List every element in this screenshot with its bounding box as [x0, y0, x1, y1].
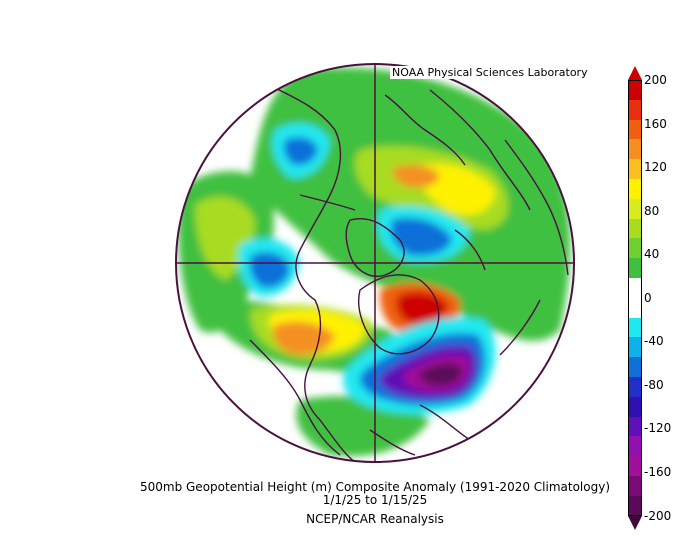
anomaly-region-negative-blue — [249, 252, 290, 288]
credit-label: NOAA Physical Sciences Laboratory — [390, 66, 590, 79]
anomaly-region-negative-blue — [283, 137, 318, 166]
colorbar-tick-label: 80 — [644, 203, 660, 218]
anomaly-region-negative-darkpurple — [419, 363, 462, 386]
colorbar-segment — [628, 297, 642, 318]
colorbar-segment — [628, 337, 642, 358]
colorbar-segment — [628, 436, 642, 457]
caption-line-3: NCEP/NCAR Reanalysis — [306, 512, 444, 526]
colorbar-segment — [628, 80, 642, 100]
colorbar-tick-label: 40 — [644, 247, 660, 262]
colorbar-segment — [628, 475, 642, 496]
colorbar-tick-label: 0 — [644, 290, 652, 305]
colorbar-tick-label: -200 — [644, 508, 672, 523]
map-border — [175, 63, 575, 463]
colorbar-segment — [628, 119, 642, 140]
colorbar-segment — [628, 198, 642, 219]
caption-line-1: 500mb Geopotential Height (m) Composite … — [139, 480, 610, 494]
colorbar-segment — [628, 277, 642, 298]
caption-line-2: 1/1/25 to 1/15/25 — [322, 493, 428, 507]
colorbar — [628, 66, 642, 530]
colorbar-top-arrow — [628, 66, 642, 80]
colorbar-segment — [628, 178, 642, 199]
colorbar-tick-label: -120 — [644, 421, 672, 436]
colorbar-segment — [628, 159, 642, 179]
colorbar-segment — [628, 238, 642, 259]
colorbar-segment — [628, 218, 642, 239]
anomaly-region-positive-orange — [273, 321, 335, 356]
colorbar-segment — [628, 416, 642, 437]
colorbar-segment — [628, 495, 642, 516]
colorbar-tick-label: -80 — [644, 377, 664, 392]
colorbar-tick-label: 160 — [644, 116, 667, 131]
anomaly-region-positive-orange — [393, 164, 440, 188]
colorbar-tick-label: -160 — [644, 465, 672, 480]
colorbar-segment — [628, 456, 642, 476]
colorbar-bottom-arrow — [628, 515, 642, 530]
colorbar-segment — [628, 99, 642, 120]
colorbar-segment — [628, 396, 642, 417]
colorbar-segment — [628, 317, 642, 338]
coastlines — [249, 87, 569, 462]
colorbar-segment — [628, 357, 642, 377]
colorbar-segment — [628, 376, 642, 397]
colorbar-tick-label: 200 — [644, 73, 667, 87]
colorbar-segment — [628, 139, 642, 160]
colorbar-segment — [628, 258, 642, 278]
colorbar-tick-label: 120 — [644, 160, 667, 175]
colorbar-tick-label: -40 — [644, 334, 664, 349]
anomaly-region-negative-blue — [390, 218, 452, 256]
